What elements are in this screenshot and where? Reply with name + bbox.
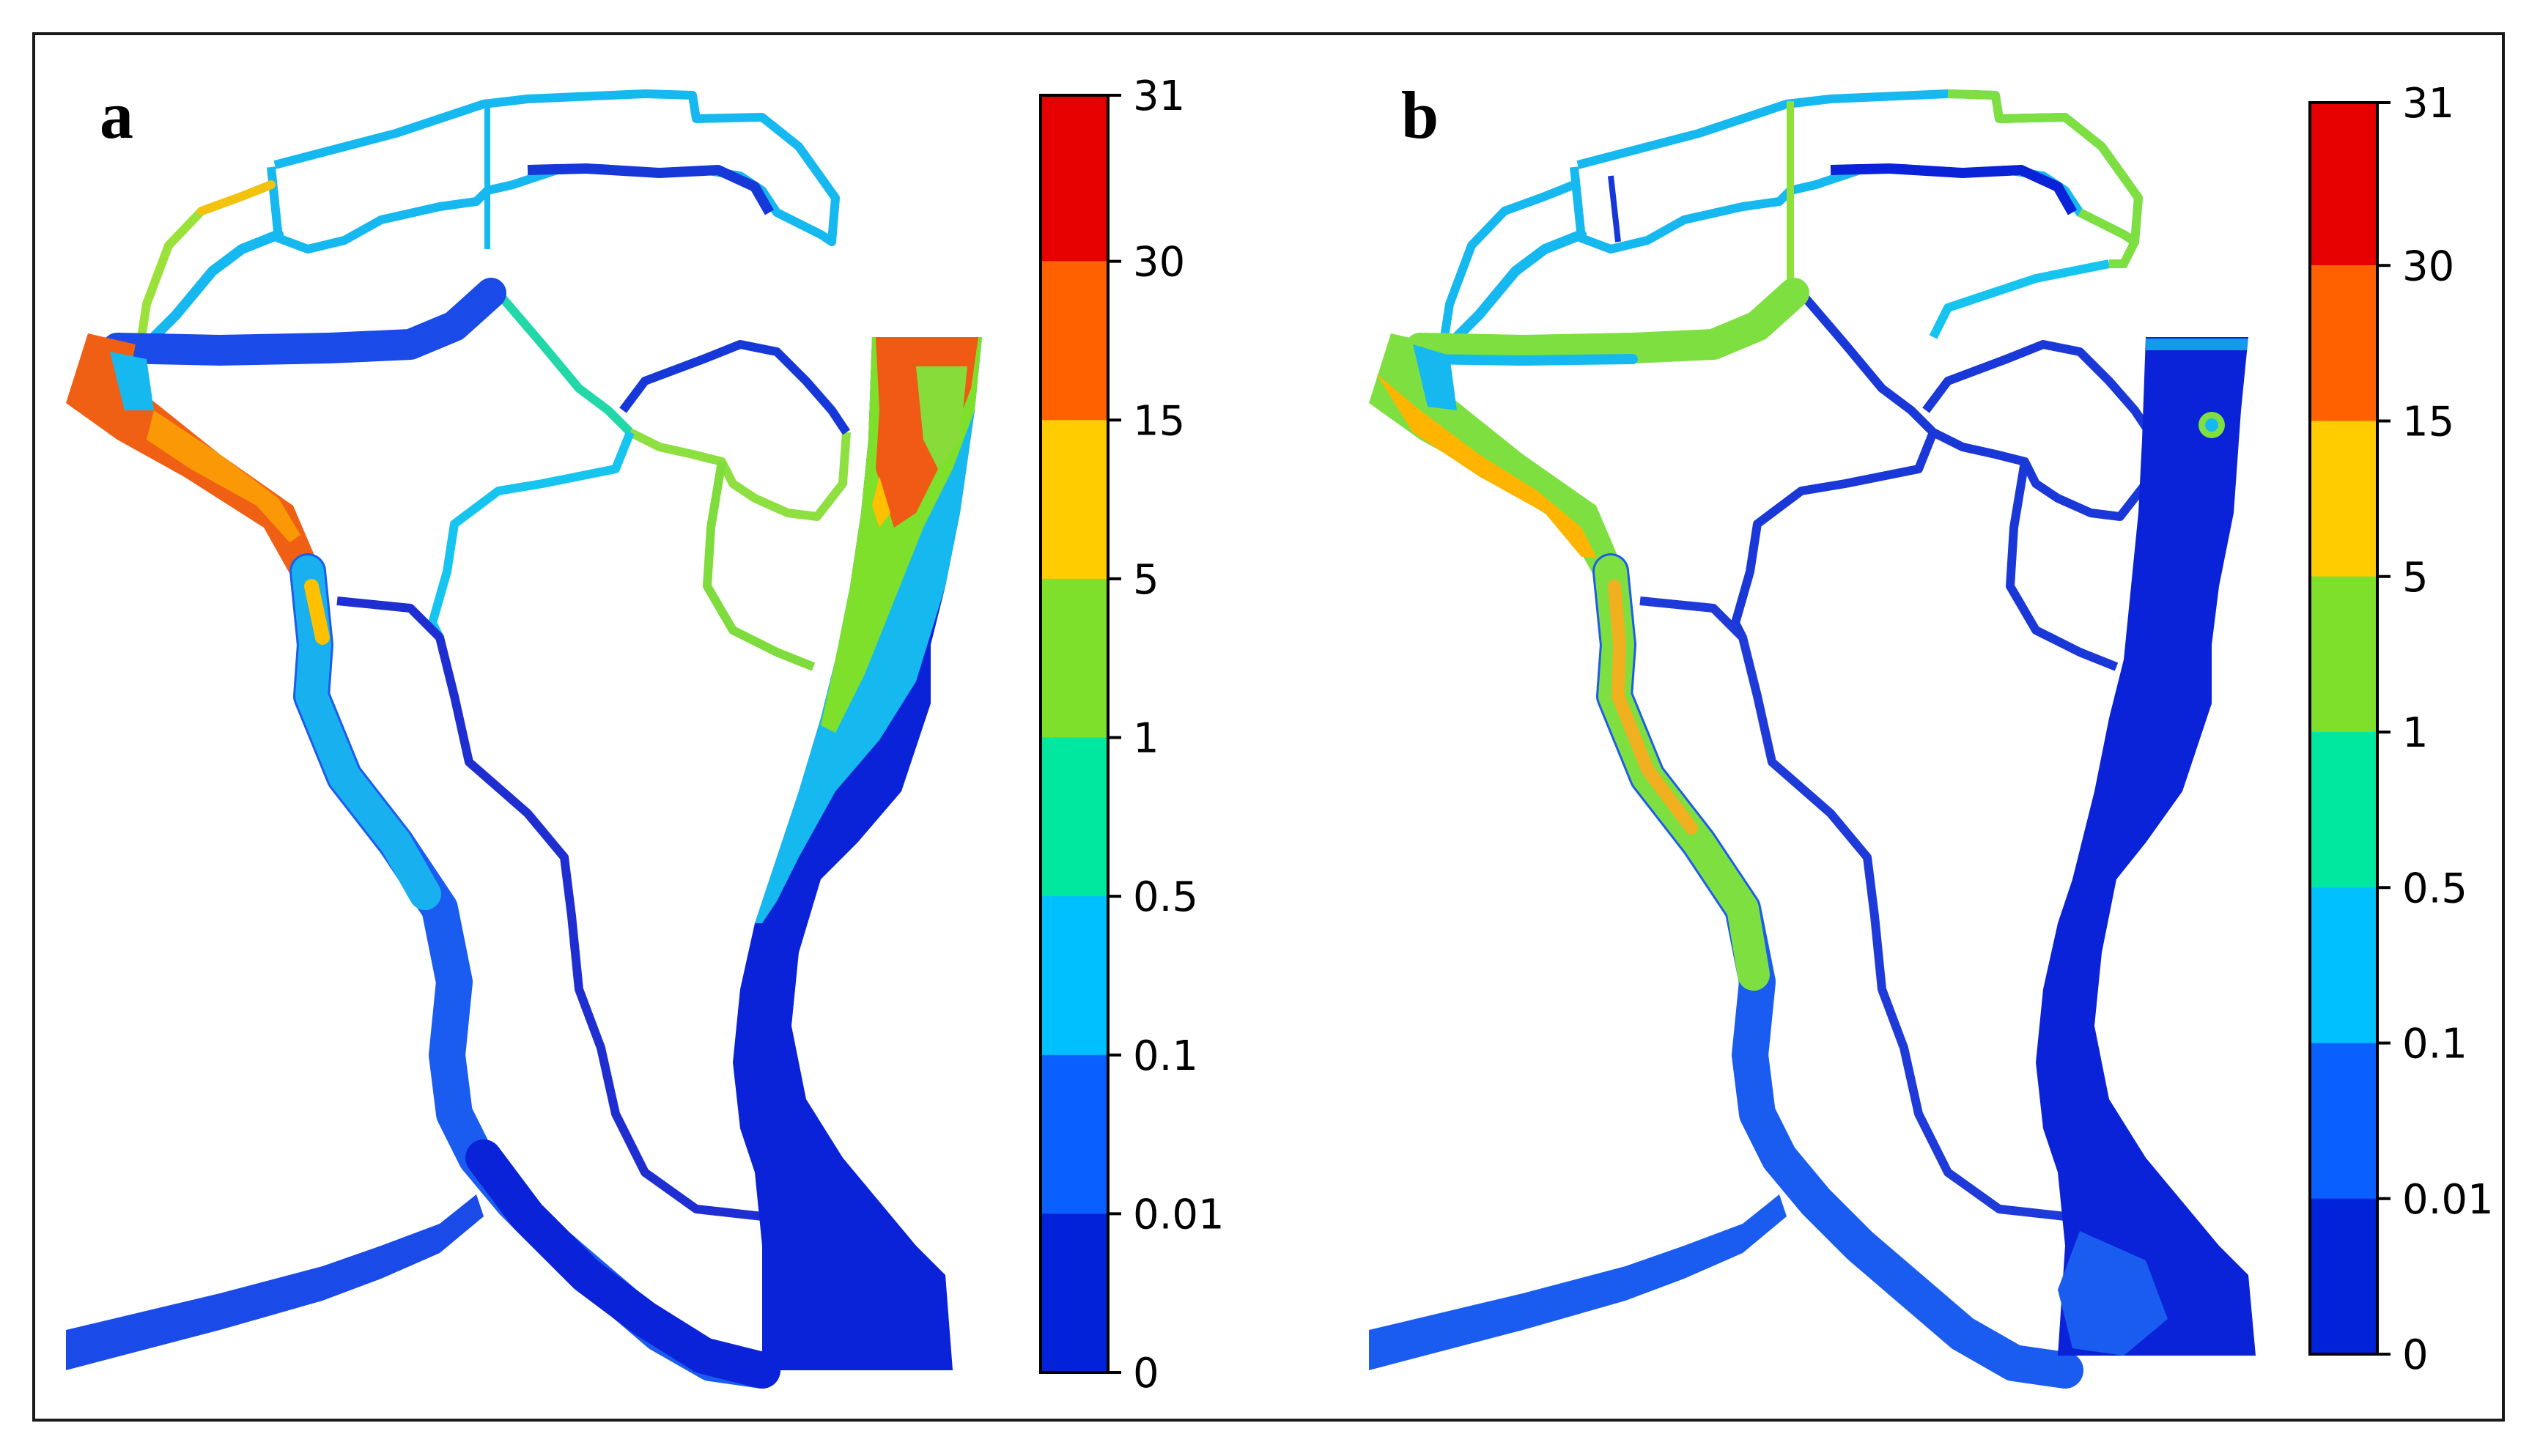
- colorbar-tick-label: 30: [2402, 243, 2454, 290]
- colorbar-tick-label: 31: [2402, 80, 2454, 128]
- colorbar-tick-label: 1: [1133, 715, 1159, 763]
- colorbar-outline: [1039, 94, 1110, 1374]
- colorbar-segment: [2310, 421, 2377, 577]
- colorbar-segment: [2310, 265, 2377, 422]
- panel-b: b: [1369, 78, 2494, 1389]
- colorbar-tick-label: 0.5: [1133, 873, 1198, 921]
- colorbar-tick-label: 0.1: [2402, 1021, 2467, 1068]
- colorbar-segment: [1041, 261, 1108, 421]
- colorbar-tick-label: 31: [1133, 73, 1185, 120]
- colorbar-tick-label: 0.01: [1133, 1191, 1225, 1238]
- colorbar-segment: [2310, 1198, 2377, 1355]
- colorbar-segment: [2310, 732, 2377, 889]
- flow-map: [1369, 89, 2256, 1389]
- colorbar-segment: [1041, 420, 1108, 580]
- colorbar-tick-label: 0: [2402, 1331, 2429, 1379]
- colorbar-segment: [1041, 896, 1108, 1056]
- colorbar-segment: [1041, 1054, 1108, 1215]
- colorbar-tick-label: 1: [2402, 709, 2429, 757]
- colorbar-tick-label: 0.1: [1133, 1032, 1198, 1080]
- colorbar: 31 30 15 5 1 0.5 0.1 0.01 0: [1039, 73, 1225, 1397]
- colorbar-segment: [2310, 103, 2377, 266]
- colorbar-tick-label: 0: [1133, 1350, 1159, 1397]
- colorbar-segment: [2310, 1043, 2377, 1200]
- colorbar-tick-label: 0.5: [2402, 865, 2467, 912]
- colorbar-tick-label: 5: [2402, 554, 2429, 602]
- colorbar: 31 30 15 5 1 0.5 0.1 0.01 0: [2308, 80, 2494, 1379]
- colorbar-tick-label: 0.01: [2402, 1176, 2494, 1224]
- colorbar-tick-label: 5: [1133, 556, 1159, 604]
- panel-a: a: [66, 73, 1225, 1397]
- colorbar-segment: [2310, 887, 2377, 1044]
- colorbar-segment: [1041, 1213, 1108, 1373]
- colorbar-outline: [2308, 101, 2379, 1356]
- colorbar-segment: [2310, 576, 2377, 733]
- panel-label: b: [1401, 78, 1439, 152]
- panel-label: a: [100, 78, 133, 152]
- colorbar-segment: [1041, 578, 1108, 739]
- colorbar-segment: [1041, 95, 1108, 262]
- colorbar-tick-label: 15: [2402, 399, 2454, 446]
- flow-map: [66, 89, 982, 1389]
- colorbar-segment: [1041, 737, 1108, 898]
- colorbar-tick-label: 15: [1133, 397, 1185, 445]
- colorbar-tick-label: 30: [1133, 239, 1185, 287]
